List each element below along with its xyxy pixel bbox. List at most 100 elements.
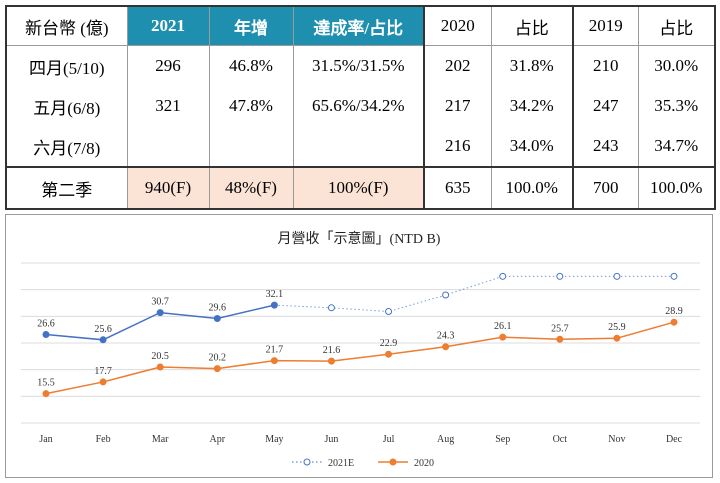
data-label: 22.9 xyxy=(380,338,398,349)
table-cell: 247 xyxy=(572,86,639,126)
table-cell: 100%(F) xyxy=(292,166,425,210)
legend-marker-2020 xyxy=(389,458,397,466)
data-label: 25.7 xyxy=(551,323,569,334)
data-label: 26.6 xyxy=(37,318,55,329)
x-tick-label: Oct xyxy=(553,434,568,445)
row-label: 六月(7/8) xyxy=(5,126,128,167)
data-label: 30.7 xyxy=(151,297,169,308)
data-point xyxy=(156,309,164,317)
legend-label-2020: 2020 xyxy=(414,458,434,469)
data-point xyxy=(499,333,507,341)
table-cell: 217 xyxy=(423,86,492,126)
revenue-line-chart: 月營收「示意圖」(NTD B) Jan Feb Mar Apr May Jun Jul Aug… xyxy=(21,230,700,469)
table-cell: 940(F) xyxy=(126,166,210,210)
table-cell: 100.0% xyxy=(637,166,716,210)
data-point xyxy=(442,343,450,351)
data-point xyxy=(613,334,621,342)
data-point xyxy=(213,314,221,322)
table-cell: 65.6%/34.2% xyxy=(292,86,425,126)
table-cell: 700 xyxy=(572,166,639,210)
data-point xyxy=(670,318,678,326)
data-point xyxy=(270,301,278,309)
x-tick-label: Sep xyxy=(495,434,510,445)
data-point xyxy=(670,272,678,280)
series-line xyxy=(45,321,675,395)
header-yoy: 年增 xyxy=(208,5,294,46)
data-point xyxy=(556,335,564,343)
data-label: 15.5 xyxy=(37,378,55,389)
chart-title: 月營收「示意圖」(NTD B) xyxy=(278,230,441,247)
table-cell: 34.2% xyxy=(490,86,574,126)
x-tick-label: Apr xyxy=(209,434,225,445)
row-label: 第二季 xyxy=(5,166,128,210)
table-cell: 202 xyxy=(423,45,492,86)
table-cell xyxy=(126,126,210,167)
x-tick-label: Jan xyxy=(39,434,52,445)
data-point xyxy=(99,378,107,386)
data-point xyxy=(213,365,221,373)
data-label: 20.2 xyxy=(209,353,227,364)
header-2021: 2021 xyxy=(126,5,210,46)
series-2020: 15.5 17.7 20.5 20.2 21.7 21.6 22.9 24.3 26.1 25.7… xyxy=(37,306,683,398)
table-cell: 243 xyxy=(572,126,639,167)
revenue-table-container: 新台幣 (億) 2021 年增 達成率/占比 2020 占比 2019 占比 四… xyxy=(5,5,716,210)
data-point xyxy=(613,272,621,280)
data-point xyxy=(270,357,278,365)
legend-label-2021e: 2021E xyxy=(328,458,354,469)
data-point xyxy=(42,390,50,398)
table-cell: 35.3% xyxy=(637,86,716,126)
data-label: 21.7 xyxy=(266,345,284,356)
data-point xyxy=(556,272,564,280)
table-cell: 30.0% xyxy=(637,45,716,86)
revenue-chart-panel: 月營收「示意圖」(NTD B) Jan Feb Mar Apr May Jun Jul Aug… xyxy=(5,214,713,478)
data-point xyxy=(499,272,507,280)
table-cell: 34.7% xyxy=(637,126,716,167)
table-cell: 31.8% xyxy=(490,45,574,86)
data-label: 21.6 xyxy=(323,345,341,356)
data-point xyxy=(385,350,393,358)
table-header-row: 新台幣 (億) 2021 年增 達成率/占比 2020 占比 2019 占比 xyxy=(5,5,716,46)
table-cell: 296 xyxy=(126,45,210,86)
header-2019: 2019 xyxy=(572,5,639,46)
data-label: 28.9 xyxy=(665,306,683,317)
series-2021E: 26.6 25.6 30.7 29.6 32.1 xyxy=(37,272,678,344)
x-tick-label: Feb xyxy=(96,434,111,445)
data-point xyxy=(327,304,335,312)
chart-series: 26.6 25.6 30.7 29.6 32.1 15.5 17.7 20.5 20.2 21.7… xyxy=(37,272,683,398)
header-currency-unit: 新台幣 (億) xyxy=(5,5,128,46)
table-cell: 31.5%/31.5% xyxy=(292,45,425,86)
chart-gridlines xyxy=(21,262,700,424)
x-tick-label: Jun xyxy=(325,434,339,445)
data-point xyxy=(442,291,450,299)
x-tick-label: Nov xyxy=(608,434,625,445)
table-cell: 47.8% xyxy=(208,86,294,126)
table-row-q2-total: 第二季 940(F) 48%(F) 100%(F) 635 100.0% 700… xyxy=(5,166,716,210)
header-2019-share: 占比 xyxy=(637,5,716,46)
table-cell: 48%(F) xyxy=(208,166,294,210)
data-label: 26.1 xyxy=(494,321,512,332)
data-label: 29.6 xyxy=(209,302,227,313)
data-label: 25.9 xyxy=(608,322,626,333)
row-label: 五月(6/8) xyxy=(5,86,128,126)
data-label: 20.5 xyxy=(151,351,169,362)
data-label: 17.7 xyxy=(94,366,112,377)
data-label: 24.3 xyxy=(437,331,455,342)
table-cell: 321 xyxy=(126,86,210,126)
revenue-table: 新台幣 (億) 2021 年增 達成率/占比 2020 占比 2019 占比 四… xyxy=(5,5,716,210)
table-cell: 635 xyxy=(423,166,492,210)
data-point xyxy=(42,330,50,338)
x-axis-tick-labels: Jan Feb Mar Apr May Jun Jul Aug Sep Oct Nov Dec xyxy=(39,434,682,445)
row-label: 四月(5/10) xyxy=(5,45,128,86)
header-2020-share: 占比 xyxy=(490,5,574,46)
x-tick-label: Jul xyxy=(383,434,395,445)
data-point xyxy=(156,363,164,371)
table-cell: 34.0% xyxy=(490,126,574,167)
x-tick-label: Dec xyxy=(666,434,683,445)
chart-legend: 2021E 2020 xyxy=(292,458,434,469)
data-point xyxy=(99,336,107,344)
table-row: 四月(5/10) 296 46.8% 31.5%/31.5% 202 31.8%… xyxy=(5,45,716,86)
table-cell: 46.8% xyxy=(208,45,294,86)
x-tick-label: May xyxy=(265,434,283,445)
header-achievement-share: 達成率/占比 xyxy=(292,5,425,46)
data-label: 25.6 xyxy=(94,324,112,335)
